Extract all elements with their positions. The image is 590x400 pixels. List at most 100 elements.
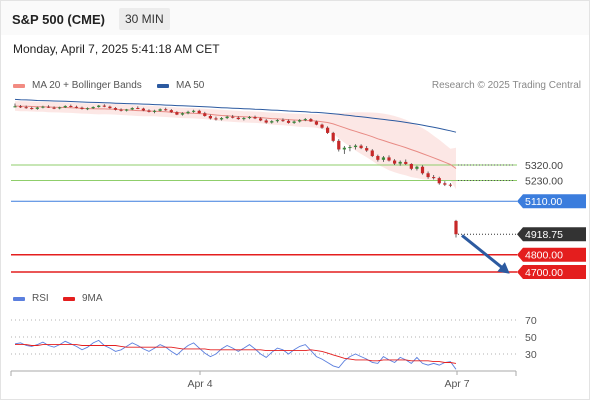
candle-body	[35, 107, 39, 109]
candle-body	[432, 177, 436, 179]
candle-body	[387, 157, 391, 161]
candle-body	[392, 160, 397, 164]
title-bar: S&P 500 (CME) 30 MIN	[1, 1, 589, 35]
candle-body	[97, 105, 101, 108]
candle-body	[192, 110, 196, 112]
projection-arrow-shaft	[461, 234, 506, 272]
candle-body	[342, 147, 346, 150]
legend-ma50: MA 50	[157, 80, 204, 91]
candle-body	[46, 106, 51, 108]
rsi-ma9-line	[15, 344, 457, 364]
candle-body	[180, 113, 185, 115]
candle-body	[448, 184, 453, 186]
level-tag-4700.00	[517, 265, 586, 279]
candle-body	[264, 120, 268, 123]
ma50-line	[14, 98, 457, 133]
candle-body	[275, 120, 279, 122]
rsi-line	[14, 339, 457, 370]
candle-body	[141, 108, 145, 111]
timeframe-button[interactable]: 30 MIN	[119, 8, 170, 30]
candle-body	[113, 108, 118, 110]
candle-body	[74, 106, 79, 108]
candle-body	[208, 115, 212, 119]
candle-body	[13, 106, 17, 108]
legend-ma20: MA 20 + Bollinger Bands	[13, 80, 142, 91]
candle-body	[164, 109, 168, 111]
level-label-5320.00: 5320.00	[525, 160, 563, 172]
candle-body	[398, 161, 402, 164]
candle-body	[85, 108, 90, 110]
candle-body	[437, 178, 441, 184]
candle-body	[443, 183, 447, 185]
candle-body	[420, 166, 425, 174]
candle-body	[219, 118, 224, 120]
candle-body	[52, 107, 56, 109]
level-tag-4800.00	[517, 247, 586, 262]
candle-body	[152, 110, 157, 112]
candle-body	[454, 220, 458, 235]
candle-body	[136, 108, 140, 110]
legend-rsi-label: RSI	[32, 293, 49, 304]
candle-body	[331, 132, 335, 141]
candle-body	[130, 108, 134, 110]
candle-body	[158, 109, 162, 111]
candle-body	[381, 157, 386, 160]
level-tag-4918.75	[517, 227, 586, 242]
rsi-swatch	[13, 296, 25, 301]
candle-body	[69, 105, 73, 107]
candle-body	[281, 120, 285, 122]
candle-body	[404, 161, 408, 164]
candle-body	[108, 106, 112, 109]
candle-body	[314, 121, 319, 125]
candle-body	[253, 117, 257, 119]
level-label-5230.00: 5230.00	[525, 176, 563, 188]
candle-body	[303, 119, 307, 121]
candle-body	[91, 107, 95, 109]
candle-body	[41, 106, 45, 108]
rsi-tick-30: 30	[525, 349, 537, 361]
ma50-swatch	[157, 83, 169, 88]
candle-body	[242, 118, 246, 120]
candle-body	[286, 120, 291, 123]
level-label-4918.75: 4918.75	[525, 229, 563, 241]
candle-body	[426, 173, 430, 178]
candle-body	[365, 148, 369, 151]
candle-body	[80, 107, 84, 109]
candle-body	[376, 156, 380, 160]
candle-body	[58, 107, 62, 109]
ma9-swatch	[63, 296, 75, 301]
legend-9ma: 9MA	[63, 293, 103, 304]
rsi-tick-50: 50	[525, 332, 537, 344]
level-tag-5110.00	[517, 194, 586, 209]
candle-body	[409, 163, 413, 169]
candle-body	[203, 113, 207, 116]
credit-text: Research © 2025 Trading Central	[431, 80, 581, 91]
candle-body	[231, 116, 235, 118]
legend-ma50-label: MA 50	[176, 80, 205, 91]
timestamp: Monday, April 7, 2025 5:41:18 AM CET	[13, 42, 220, 56]
candle-body	[225, 116, 229, 119]
candle-body	[259, 118, 263, 121]
candle-body	[326, 127, 330, 133]
candle-body	[320, 124, 324, 128]
candle-body	[119, 109, 123, 111]
candle-body	[292, 121, 296, 123]
candle-body	[247, 117, 252, 119]
candle-body	[186, 111, 190, 114]
legend-ma20-label: MA 20 + Bollinger Bands	[32, 80, 142, 91]
legend-9ma-label: 9MA	[82, 293, 103, 304]
candle-body	[147, 110, 151, 112]
candle-body	[348, 147, 352, 149]
candle-body	[175, 112, 179, 115]
candle-body	[309, 119, 313, 122]
candle-body	[298, 120, 302, 122]
level-label-4700.00: 4700.00	[525, 267, 563, 279]
symbol-title: S&P 500 (CME)	[12, 12, 105, 27]
x-tick-label: Apr 4	[187, 378, 212, 390]
candle-body	[236, 117, 240, 120]
x-tick-label: Apr 7	[444, 378, 469, 390]
candle-body	[270, 121, 274, 123]
candle-body	[125, 109, 129, 111]
ma20-swatch	[13, 83, 25, 88]
